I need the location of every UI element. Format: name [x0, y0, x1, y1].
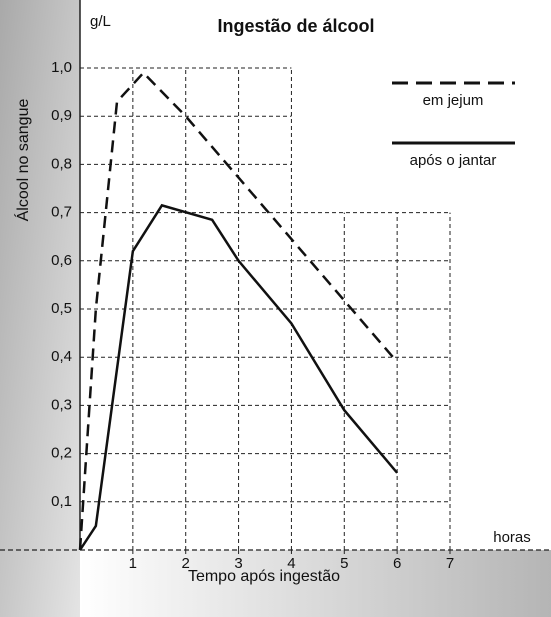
x-tick-label: 1	[129, 555, 137, 572]
x-tick-label: 3	[234, 555, 242, 572]
data-line	[78, 70, 399, 551]
y-tick-label: 0,7	[51, 204, 72, 221]
x-axis-label: Tempo após ingestão	[188, 568, 340, 585]
y-tick-label: 0,3	[51, 396, 72, 413]
y-unit: g/L	[90, 13, 111, 30]
x-tick-label: 2	[182, 555, 190, 572]
x-tick-label: 4	[287, 555, 295, 572]
y-tick-label: 0,5	[51, 300, 72, 317]
y-tick-label: 0,1	[51, 493, 72, 510]
left-panel	[0, 0, 80, 617]
x-tick-label: 7	[446, 555, 454, 572]
legend-label: após o jantar	[410, 152, 497, 169]
y-tick-label: 1,0	[51, 59, 72, 76]
chart-title: Ingestão de álcool	[217, 16, 374, 36]
y-axis-label: Álcool no sangue	[13, 99, 32, 222]
x-tick-label: 6	[393, 555, 401, 572]
y-tick-label: 0,4	[51, 348, 72, 365]
x-unit: horas	[493, 529, 531, 546]
y-tick-label: 0,8	[51, 155, 72, 172]
legend-label: em jejum	[423, 92, 484, 109]
y-tick-label: 0,9	[51, 107, 72, 124]
data-line	[78, 203, 399, 551]
y-tick-label: 0,2	[51, 445, 72, 462]
y-tick-label: 0,6	[51, 252, 72, 269]
x-tick-label: 5	[340, 555, 348, 572]
bottom-panel	[80, 550, 551, 617]
